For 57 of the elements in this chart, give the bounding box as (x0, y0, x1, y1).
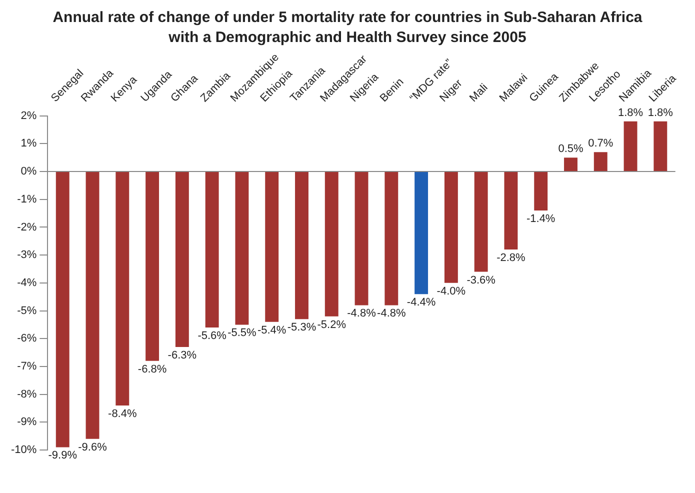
data-label: 1.8% (648, 106, 674, 119)
chart-title: Annual rate of change of under 5 mortality rate for countries in Sub-Saharan Africa with a Demographic and Health Survey since 2005 (52, 8, 644, 48)
bar (265, 172, 279, 322)
bar (654, 121, 668, 172)
data-label: -1.4% (526, 213, 556, 226)
y-tick-label: -5% (17, 304, 37, 317)
data-label: -4.8% (347, 308, 376, 320)
bar (295, 172, 308, 320)
y-tick-label: -8% (17, 388, 37, 400)
bar (235, 172, 249, 325)
bar (175, 172, 189, 347)
data-label: -5.4% (257, 324, 286, 336)
data-label: -6.3% (168, 350, 197, 362)
data-label: -5.3% (287, 322, 316, 334)
data-label: -9.9% (48, 450, 78, 462)
bar (564, 158, 578, 172)
y-tick-label: -4% (17, 276, 37, 289)
bar (146, 172, 160, 361)
data-label: 0.5% (558, 143, 584, 156)
bar (504, 172, 518, 250)
bar (86, 172, 100, 439)
y-tick-label: -6% (17, 332, 37, 345)
bar (534, 172, 548, 211)
bar (116, 172, 130, 406)
y-tick-label: 2% (20, 110, 37, 122)
y-tick-label: 1% (20, 138, 37, 150)
y-tick-label: -1% (17, 193, 37, 206)
bar (414, 172, 428, 294)
y-tick-label: -10% (10, 444, 37, 456)
data-label: -5.5% (228, 327, 257, 340)
bar (56, 172, 70, 448)
bar (474, 172, 488, 272)
x-tick-label: Mali (468, 82, 490, 104)
data-label: -4.8% (377, 308, 406, 320)
bar (624, 121, 638, 172)
data-label: -3.6% (466, 274, 496, 286)
data-label: -6.8% (138, 363, 167, 376)
data-label: -5.2% (317, 318, 346, 331)
data-label: 1.8% (618, 106, 644, 119)
bar (594, 152, 608, 172)
data-label: -4.4% (406, 296, 436, 309)
bar (205, 172, 219, 328)
data-label: -4.0% (436, 285, 466, 298)
bar (384, 172, 398, 306)
data-label: -9.6% (78, 441, 108, 454)
y-tick-label: -2% (17, 221, 37, 234)
data-label: -2.8% (496, 252, 526, 264)
y-tick-label: -3% (17, 249, 37, 262)
y-tick-label: -9% (17, 416, 37, 428)
data-label: -8.4% (108, 408, 137, 420)
bar (324, 172, 338, 316)
bar (354, 172, 368, 306)
data-label: -5.6% (198, 330, 227, 342)
y-tick-label: 0% (20, 166, 37, 178)
data-label: 0.7% (588, 138, 614, 150)
bar (444, 172, 458, 283)
y-tick-label: -7% (17, 360, 37, 372)
